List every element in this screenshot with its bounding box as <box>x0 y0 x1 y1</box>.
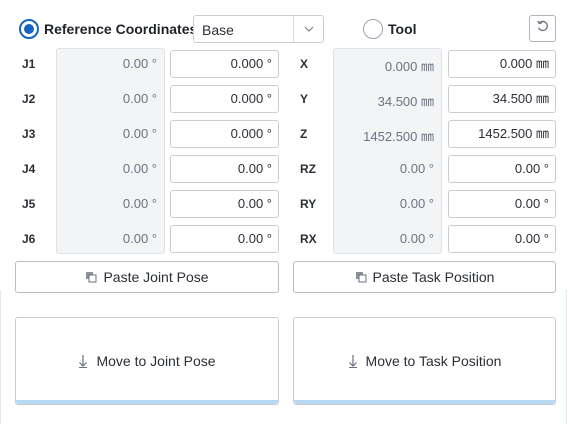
task-label: RZ <box>300 162 316 176</box>
paste-joint-pose-label: Paste Joint Pose <box>103 269 209 285</box>
task-current-value: 0.00 ° <box>399 196 434 211</box>
joint-current-value: 0.00 ° <box>122 196 157 211</box>
task-label: X <box>300 57 309 71</box>
joint-label: J5 <box>22 197 36 211</box>
reference-coordinates-label: Reference Coordinates <box>44 21 198 37</box>
joint-current-value: 0.00 ° <box>122 231 157 246</box>
tool-radio[interactable] <box>363 19 383 39</box>
task-target-input[interactable]: 0.00 ° <box>448 190 556 218</box>
joint-target-input[interactable]: 0.000 ° <box>170 120 279 148</box>
task-current-value: 0.00 ° <box>399 161 434 176</box>
joint-current-value: 0.00 ° <box>122 126 157 141</box>
base-select[interactable]: Base <box>193 15 324 43</box>
move-progress-bar <box>16 400 278 404</box>
move-to-joint-pose-button[interactable]: Move to Joint Pose <box>15 317 279 405</box>
task-current-panel <box>333 48 442 254</box>
move-to-joint-pose-label: Move to Joint Pose <box>96 353 216 369</box>
joint-target-input[interactable]: 0.00 ° <box>170 225 279 253</box>
joint-target-input[interactable]: 0.00 ° <box>170 155 279 183</box>
joint-label: J1 <box>22 57 36 71</box>
joint-current-value: 0.00 ° <box>122 56 157 71</box>
task-target-input[interactable]: 0.00 ° <box>448 155 556 183</box>
joint-target-input[interactable]: 0.00 ° <box>170 190 279 218</box>
arrow-down-icon <box>78 354 88 368</box>
move-progress-bar <box>294 400 555 404</box>
task-label: Z <box>300 127 308 141</box>
arrow-down-icon <box>348 354 358 368</box>
reset-button[interactable] <box>529 15 556 42</box>
joint-label: J6 <box>22 232 36 246</box>
paste-task-position-label: Paste Task Position <box>372 269 495 285</box>
task-target-input[interactable]: 1452.500 ㎜ <box>448 120 556 148</box>
joint-label: J2 <box>22 92 36 106</box>
left-divider <box>0 290 1 424</box>
joint-label: J4 <box>22 162 36 176</box>
joint-target-input[interactable]: 0.000 ° <box>170 50 279 78</box>
task-current-value: 0.00 ° <box>399 231 434 246</box>
task-label: RX <box>300 232 317 246</box>
task-target-input[interactable]: 0.000 ㎜ <box>448 50 556 78</box>
joint-current-value: 0.00 ° <box>122 161 157 176</box>
task-target-input[interactable]: 0.00 ° <box>448 225 556 253</box>
move-to-task-position-label: Move to Task Position <box>365 353 502 369</box>
task-current-value: 1452.500 ㎜ <box>363 129 434 144</box>
tool-label: Tool <box>388 21 417 37</box>
copy-icon <box>85 271 97 283</box>
move-to-task-position-button[interactable]: Move to Task Position <box>293 317 556 405</box>
radio-selected-dot <box>24 24 34 34</box>
task-label: RY <box>300 197 317 211</box>
task-current-value: 34.500 ㎜ <box>377 94 434 109</box>
joint-current-value: 0.00 ° <box>122 91 157 106</box>
chevron-down-icon[interactable] <box>293 16 323 42</box>
copy-icon <box>355 271 367 283</box>
joint-current-panel <box>56 48 165 254</box>
base-select-value: Base <box>202 22 234 38</box>
task-current-value: 0.000 ㎜ <box>384 59 434 74</box>
joint-target-input[interactable]: 0.000 ° <box>170 85 279 113</box>
task-label: Y <box>300 92 309 106</box>
reference-coordinates-radio[interactable] <box>19 19 39 39</box>
paste-task-position-button[interactable]: Paste Task Position <box>293 261 556 293</box>
paste-joint-pose-button[interactable]: Paste Joint Pose <box>15 261 279 293</box>
refresh-icon <box>536 19 550 38</box>
task-target-input[interactable]: 34.500 ㎜ <box>448 85 556 113</box>
joint-label: J3 <box>22 127 36 141</box>
